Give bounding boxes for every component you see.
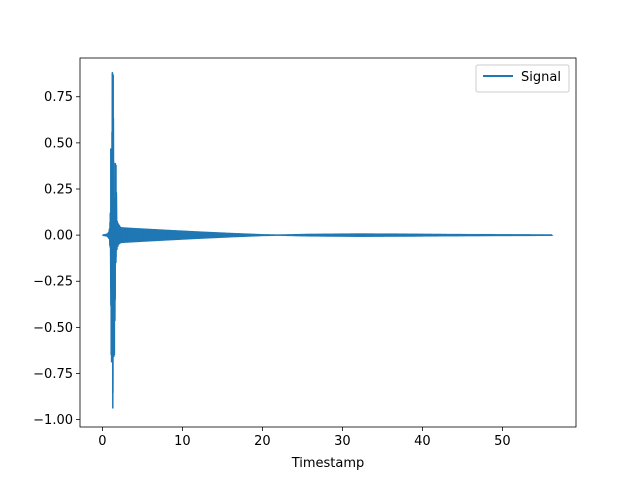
legend-box [475, 64, 570, 93]
y-tick-label: −0.25 [33, 275, 73, 290]
x-axis-label: Timestamp [291, 456, 365, 471]
series-line-signal [102, 72, 553, 394]
legend: Signal [475, 64, 570, 93]
y-tick-label: 0.75 [44, 90, 73, 105]
x-tick-label: 0 [98, 434, 106, 449]
y-tick-label: −0.75 [33, 367, 73, 382]
x-tick-label: 20 [254, 434, 271, 449]
y-tick-label: −1.00 [33, 413, 73, 428]
legend-signal-label: Signal [521, 70, 561, 85]
x-ticks: 0 10 20 30 40 50 [98, 427, 511, 449]
y-ticks: 0.75 0.50 0.25 0.00 −0.25 −0.50 −0.75 −1.00 [33, 90, 80, 428]
x-tick-label: 40 [414, 434, 431, 449]
x-tick-label: 10 [174, 434, 191, 449]
series-layer [102, 72, 554, 409]
y-tick-label: 0.00 [44, 229, 73, 244]
axes-frame [79, 57, 577, 428]
x-tick-label: 50 [494, 434, 511, 449]
x-tick-label: 30 [334, 434, 351, 449]
y-tick-label: 0.50 [44, 136, 73, 151]
y-tick-label: −0.50 [33, 321, 73, 336]
y-tick-label: 0.25 [44, 182, 73, 197]
